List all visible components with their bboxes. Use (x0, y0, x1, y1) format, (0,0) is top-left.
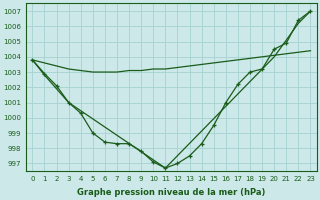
X-axis label: Graphe pression niveau de la mer (hPa): Graphe pression niveau de la mer (hPa) (77, 188, 266, 197)
